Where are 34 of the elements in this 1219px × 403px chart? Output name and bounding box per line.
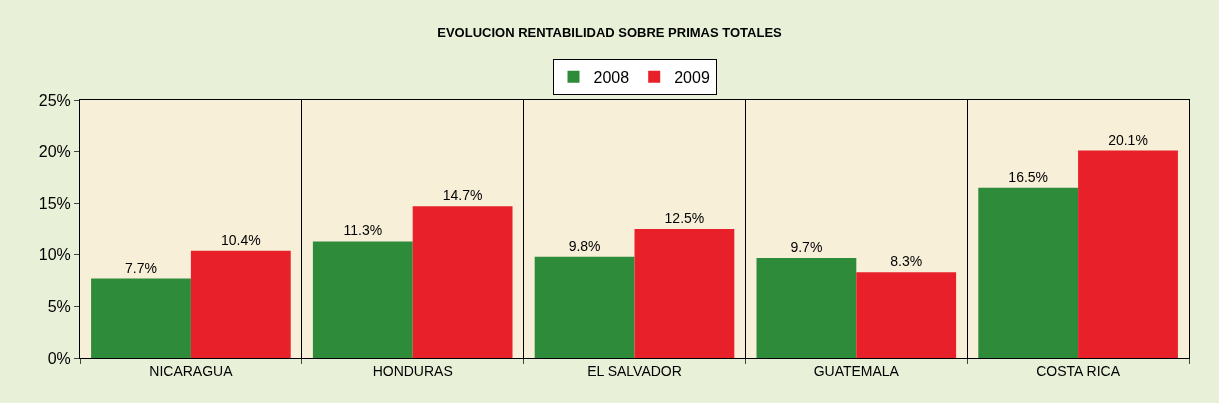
- y-tick-label: 25%: [38, 91, 71, 109]
- y-tick-label: 0%: [47, 349, 71, 367]
- x-tick-label: GUATEMALA: [813, 362, 900, 379]
- data-label: 8.3%: [890, 253, 923, 270]
- y-tick-label: 5%: [47, 298, 71, 315]
- y-tick-label: 20%: [38, 143, 71, 161]
- data-label: 14.7%: [442, 187, 483, 204]
- x-tick-label: COSTA RICA: [1036, 362, 1121, 379]
- bar: [634, 229, 735, 358]
- bar: [534, 256, 635, 358]
- data-label: 9.8%: [568, 237, 601, 254]
- data-label: 20.1%: [1108, 131, 1148, 148]
- data-label: 11.3%: [343, 222, 383, 239]
- bar: [312, 241, 413, 358]
- y-tick-label: 15%: [38, 194, 71, 212]
- legend-label: 2008: [593, 68, 630, 86]
- bar: [756, 257, 857, 358]
- bar: [856, 272, 957, 358]
- data-label: 16.5%: [1008, 168, 1049, 185]
- x-tick-label: HONDURAS: [372, 362, 453, 379]
- bar: [190, 250, 291, 358]
- legend-label: 2009: [674, 68, 710, 86]
- x-tick-label: NICARAGUA: [149, 362, 234, 379]
- bar: [91, 278, 191, 358]
- chart-title: EVOLUCION RENTABILIDAD SOBRE PRIMAS TOTALES: [437, 25, 783, 41]
- bar: [978, 187, 1079, 358]
- data-label: 12.5%: [664, 210, 705, 226]
- data-label: 7.7%: [125, 259, 157, 276]
- bar: [412, 206, 513, 358]
- y-tick-label: 10%: [38, 246, 71, 264]
- data-label: 10.4%: [220, 231, 261, 248]
- x-tick-label: EL SALVADOR: [587, 362, 682, 379]
- data-label: 9.7%: [790, 238, 823, 255]
- bar: [1078, 150, 1178, 358]
